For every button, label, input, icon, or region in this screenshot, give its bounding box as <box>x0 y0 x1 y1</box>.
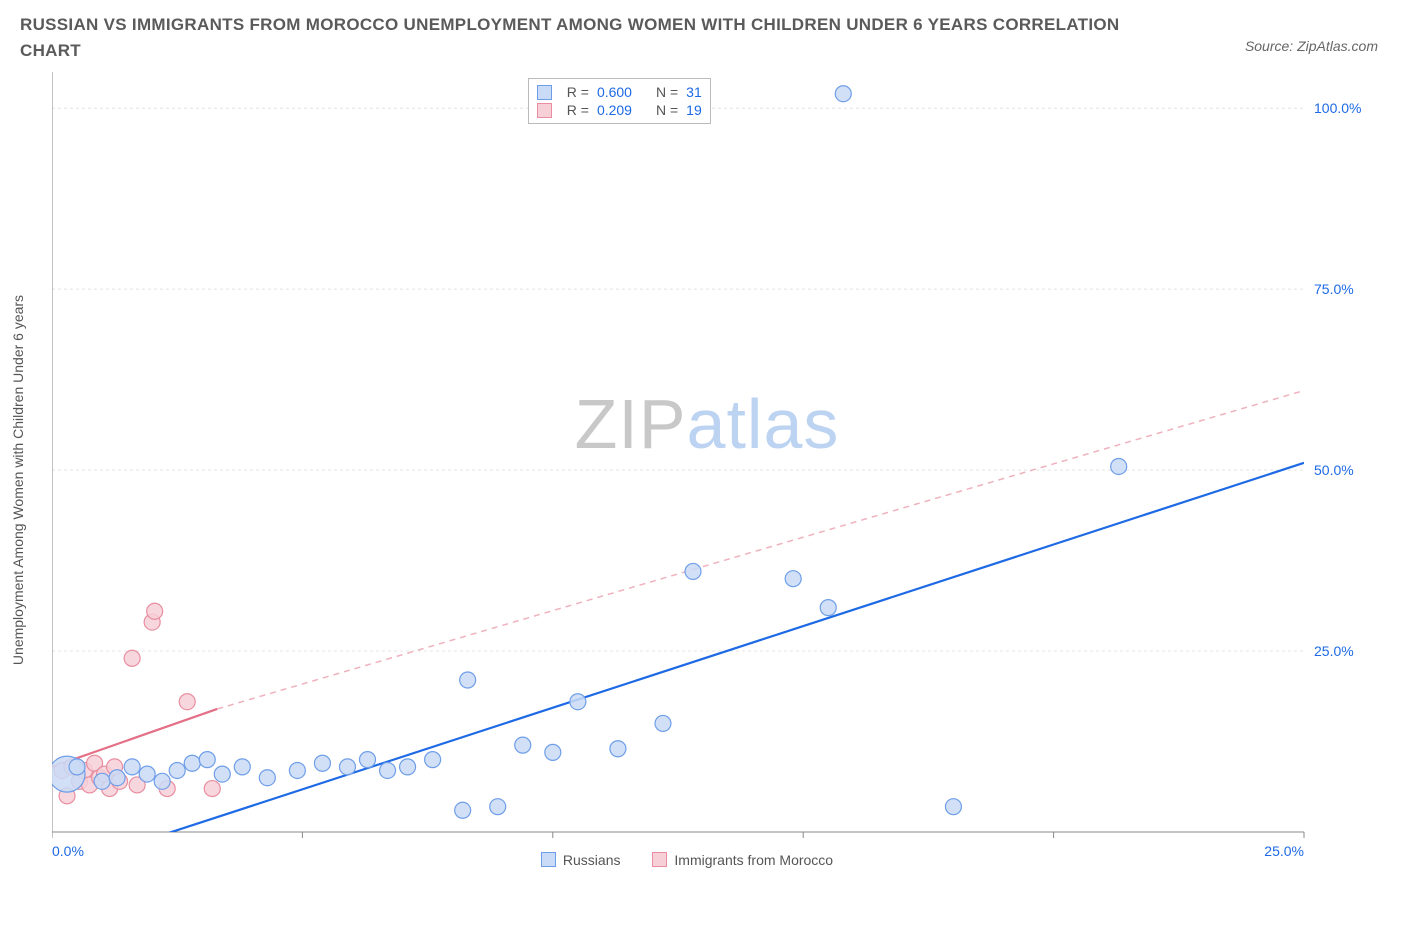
svg-text:100.0%: 100.0% <box>1314 100 1361 116</box>
legend-item-russians: Russians <box>541 852 621 868</box>
legend-label-russians: Russians <box>563 852 621 868</box>
stat-row-morocco: R = 0.209 N = 19 <box>537 101 702 119</box>
svg-text:50.0%: 50.0% <box>1314 462 1354 478</box>
stat-swatch-morocco <box>537 103 552 118</box>
r-value-morocco: 0.209 <box>597 102 632 118</box>
legend-swatch-morocco <box>652 852 667 867</box>
y-axis-label: Unemployment Among Women with Children U… <box>10 295 26 665</box>
legend-label-morocco: Immigrants from Morocco <box>674 852 833 868</box>
r-label: R = <box>567 102 589 118</box>
source-attribution: Source: ZipAtlas.com <box>1245 38 1378 54</box>
scatter-plot: 0.0%25.0%25.0%50.0%75.0%100.0% <box>52 72 1362 872</box>
stat-swatch-russians <box>537 85 552 100</box>
series-legend: Russians Immigrants from Morocco <box>52 852 1322 871</box>
n-value-russians: 31 <box>686 84 702 100</box>
n-label: N = <box>656 102 678 118</box>
svg-text:75.0%: 75.0% <box>1314 281 1354 297</box>
n-label: N = <box>656 84 678 100</box>
legend-item-morocco: Immigrants from Morocco <box>652 852 833 868</box>
r-label: R = <box>567 84 589 100</box>
plot-container: Unemployment Among Women with Children U… <box>52 72 1362 872</box>
stat-row-russians: R = 0.600 N = 31 <box>537 83 702 101</box>
svg-text:25.0%: 25.0% <box>1314 643 1354 659</box>
correlation-legend: R = 0.600 N = 31 R = 0.209 N = 19 <box>528 78 711 124</box>
chart-title: RUSSIAN VS IMMIGRANTS FROM MOROCCO UNEMP… <box>20 12 1140 63</box>
legend-swatch-russians <box>541 852 556 867</box>
n-value-morocco: 19 <box>686 102 702 118</box>
r-value-russians: 0.600 <box>597 84 632 100</box>
